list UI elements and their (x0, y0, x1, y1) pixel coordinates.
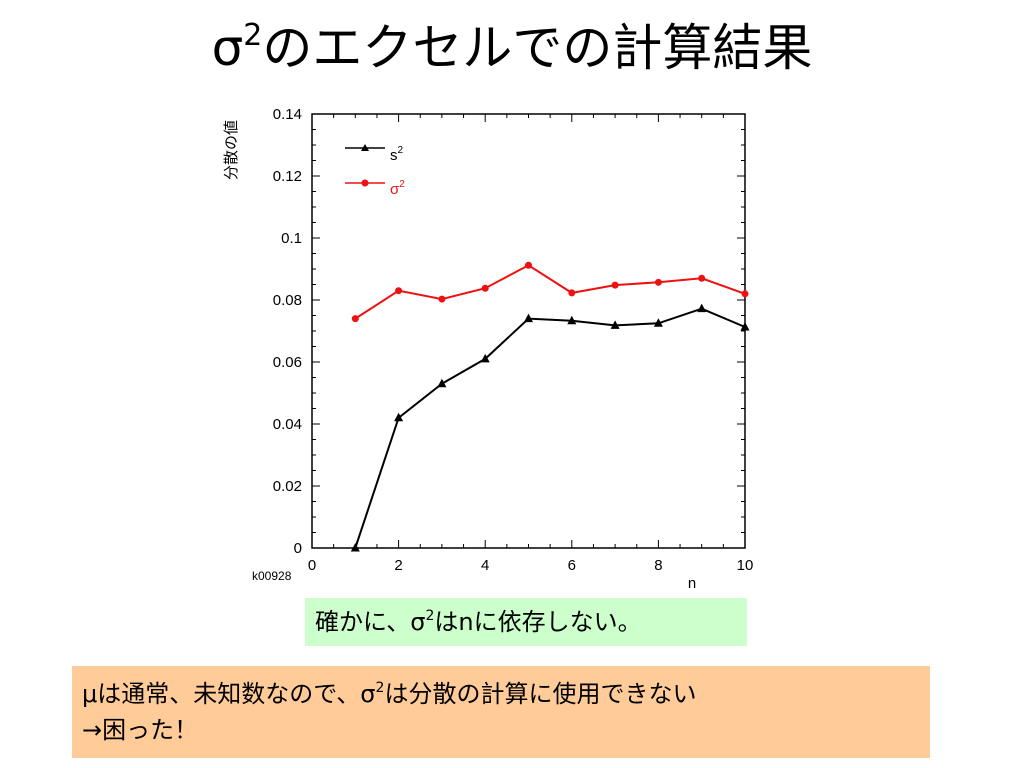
problem-text-b: は分散の計算に使用できない (384, 680, 697, 708)
data-point-s2 (394, 412, 404, 422)
series-line-sigma2 (354, 264, 746, 320)
legend-marker-s2 (361, 144, 369, 151)
conclusion-note: 確かに、σ2はnに依存しない。 (305, 598, 747, 646)
problem-note: μは通常、未知数なので、σ2は分散の計算に使用できない →困った！ (72, 666, 930, 758)
series-layer (350, 261, 750, 552)
x-tick-label: 6 (568, 557, 576, 574)
legend-label-sigma2-sup: 2 (399, 179, 405, 190)
data-point-s2 (610, 320, 620, 329)
x-tick-label: 4 (481, 557, 489, 574)
data-point-sigma2 (438, 295, 446, 303)
data-point-sigma2 (741, 290, 749, 298)
y-tick-label: 0.02 (273, 478, 302, 495)
data-point-s2 (524, 313, 533, 323)
data-point-s2 (653, 318, 663, 327)
data-point-sigma2 (698, 274, 706, 282)
data-point-sigma2 (611, 281, 619, 289)
y-tick-label: 0.04 (273, 416, 302, 433)
title-sigma: σ (211, 19, 244, 77)
data-point-sigma2 (481, 284, 489, 292)
y-tick-label: 0.1 (281, 230, 302, 247)
problem-line-1: μは通常、未知数なので、σ2は分散の計算に使用できない (82, 676, 930, 712)
x-tick-label: 0 (308, 557, 316, 574)
series-line-s2 (354, 307, 746, 549)
x-tick-label: 10 (737, 557, 754, 574)
y-tick-labels: 0 0.02 0.04 0.06 0.08 0.1 0.12 0.14 (273, 106, 302, 557)
y-tick-label: 0 (294, 540, 302, 557)
data-point-s2 (740, 321, 750, 331)
x-tick-labels: 0 2 4 6 8 10 (308, 557, 754, 574)
data-point-s2 (350, 543, 360, 552)
title-superscript: 2 (243, 18, 263, 53)
y-tick-label: 0.06 (273, 354, 302, 371)
data-point-sigma2 (351, 315, 359, 323)
data-point-s2 (697, 303, 707, 313)
title-text: のエクセルでの計算結果 (262, 19, 813, 77)
data-point-sigma2 (654, 278, 662, 286)
x-tick-label: 2 (394, 557, 402, 574)
data-point-sigma2 (525, 261, 532, 269)
y-axis-label: 分散の値 (223, 120, 240, 180)
conclusion-text-a: 確かに、σ (315, 608, 426, 636)
slide-title: σ2のエクセルでの計算結果 (0, 6, 1024, 90)
problem-superscript: 2 (375, 680, 385, 696)
conclusion-superscript: 2 (425, 608, 435, 624)
x-tick-label: 8 (654, 557, 662, 574)
data-point-sigma2 (568, 289, 576, 297)
y-tick-label: 0.08 (273, 292, 302, 309)
legend-label-s2-name: s (390, 147, 398, 164)
corner-label: k00928 (252, 569, 292, 583)
legend-label-sigma2-name: σ (390, 181, 400, 198)
data-point-s2 (480, 353, 490, 363)
y-tick-label: 0.14 (273, 106, 302, 123)
variance-chart: 0 0.02 0.04 0.06 0.08 0.1 0.12 0.14 0 2 4 6 8 10 分散の… (223, 106, 754, 592)
y-tick-label: 0.12 (273, 168, 302, 185)
problem-line-2: →困った！ (82, 716, 199, 744)
legend-marker-sigma2 (361, 179, 369, 187)
data-point-sigma2 (395, 287, 403, 295)
x-axis-label: n (688, 575, 696, 592)
legend: s2 σ2 (345, 144, 405, 198)
plot-frame (311, 113, 746, 549)
data-point-s2 (567, 315, 577, 325)
legend-label-s2-sup: 2 (398, 145, 404, 156)
problem-text-a: μは通常、未知数なので、σ (82, 680, 376, 708)
conclusion-text-b: はnに依存しない。 (434, 608, 642, 636)
legend-label-s2: s2 (390, 145, 404, 164)
data-point-s2 (437, 378, 447, 388)
legend-label-sigma2: σ2 (390, 179, 405, 198)
